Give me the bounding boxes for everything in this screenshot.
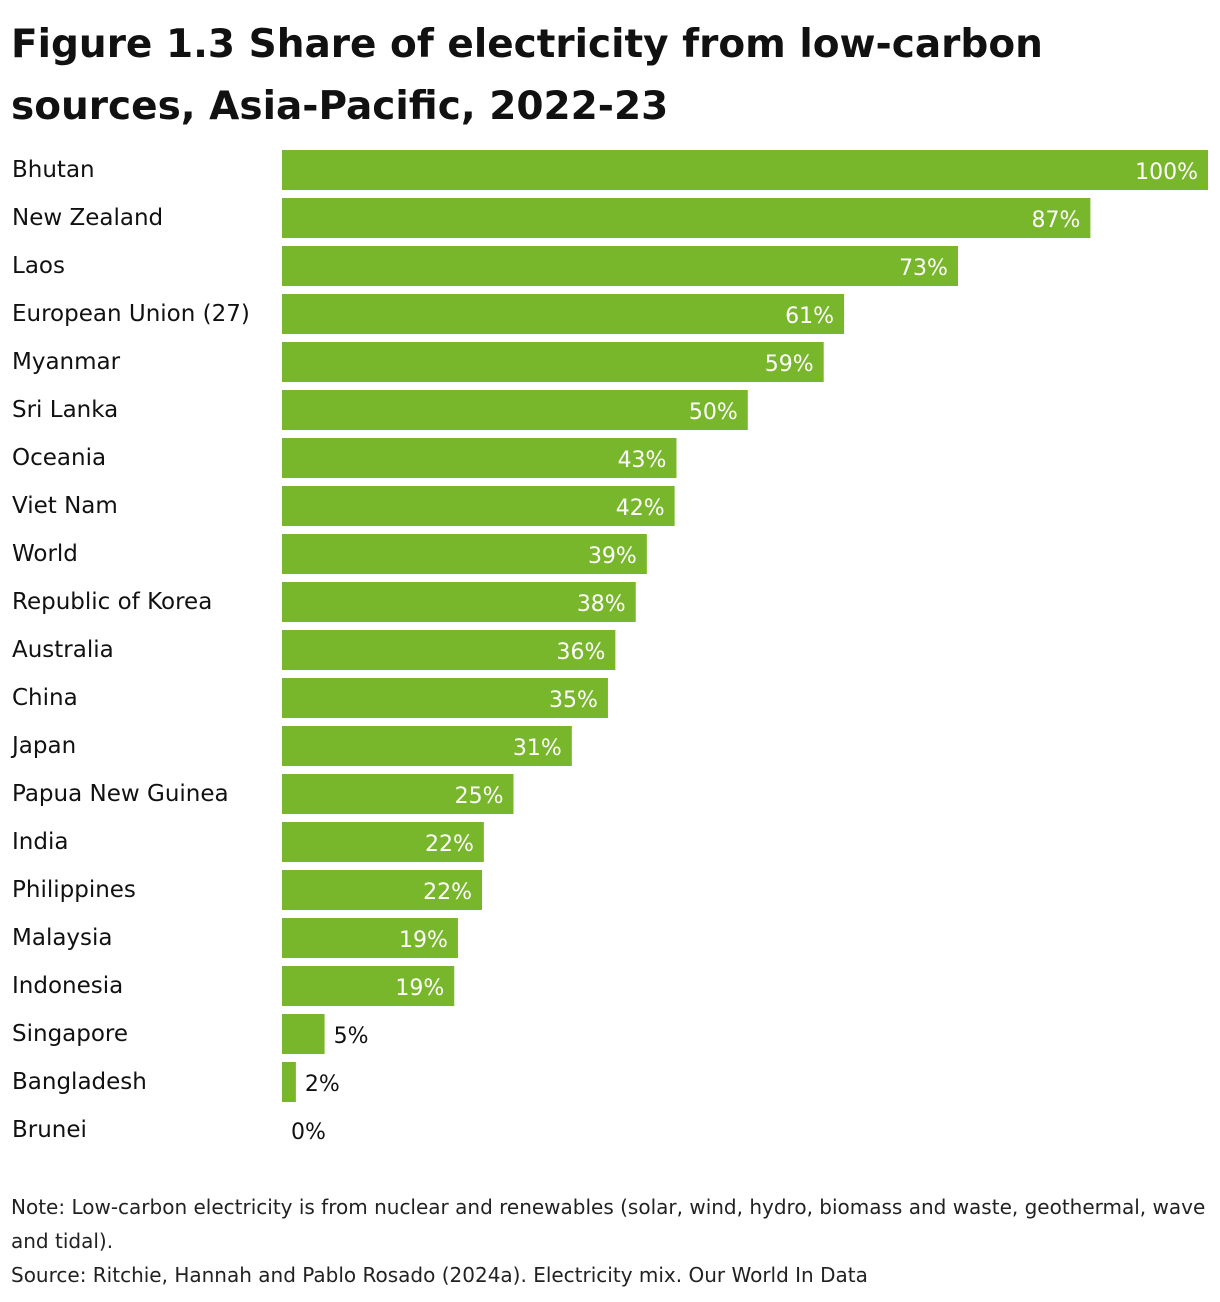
category-label: Sri Lanka [12, 397, 118, 423]
bar [282, 726, 572, 766]
category-label: Japan [10, 733, 76, 759]
chart-title: Figure 1.3 Share of electricity from low… [11, 22, 1043, 129]
value-label: 22% [423, 880, 472, 905]
bar [282, 630, 616, 670]
category-label: Australia [12, 637, 114, 663]
value-label: 87% [1031, 208, 1080, 233]
category-label: Oceania [12, 445, 106, 471]
bar [282, 390, 748, 430]
value-label: 39% [588, 544, 637, 569]
value-label: 61% [785, 304, 834, 329]
category-label: Myanmar [12, 349, 121, 375]
category-label: Brunei [12, 1117, 87, 1143]
bar [282, 870, 483, 910]
value-label: 5% [334, 1024, 369, 1049]
bar [282, 1014, 325, 1054]
bar [282, 582, 636, 622]
value-label: 35% [549, 688, 598, 713]
bar [282, 294, 845, 334]
value-label: 43% [618, 448, 667, 473]
value-label: 73% [899, 256, 948, 281]
value-label: 59% [765, 352, 814, 377]
bar [282, 246, 958, 286]
value-label: 42% [616, 496, 665, 521]
category-label: Viet Nam [12, 493, 118, 519]
value-label: 38% [577, 592, 626, 617]
bar [282, 774, 514, 814]
category-label: Philippines [12, 877, 136, 903]
bar [282, 1062, 296, 1102]
category-label: Papua New Guinea [12, 781, 229, 807]
value-label: 19% [399, 928, 448, 953]
bar [282, 438, 677, 478]
bar [282, 486, 675, 526]
category-label: European Union (27) [12, 301, 250, 327]
category-label: World [12, 541, 78, 567]
category-label: Laos [12, 253, 65, 279]
category-label: Malaysia [12, 925, 113, 951]
value-label: 22% [425, 832, 474, 857]
category-label: Indonesia [12, 973, 123, 999]
bar [282, 150, 1208, 190]
source-text: Source: Ritchie, Hannah and Pablo Rosado… [11, 1263, 868, 1287]
value-label: 25% [455, 784, 504, 809]
category-label: Bhutan [12, 157, 95, 183]
value-label: 31% [513, 736, 562, 761]
category-label: China [12, 685, 78, 711]
bar [282, 678, 608, 718]
category-label: Singapore [12, 1021, 128, 1047]
bar-chart: Bhutan 100% New Zealand 87% Laos 73% European … [10, 150, 1208, 1145]
value-label: 36% [556, 640, 605, 665]
category-label: Republic of Korea [12, 589, 212, 615]
value-label: 2% [305, 1072, 340, 1097]
bar [282, 918, 458, 958]
category-label: India [12, 829, 68, 855]
value-label: 0% [291, 1120, 326, 1145]
bar [282, 966, 455, 1006]
bar [282, 198, 1091, 238]
note-text: Note: Low-carbon electricity is from nuc… [11, 1195, 1206, 1253]
value-label: 50% [689, 400, 738, 425]
value-label: 19% [395, 976, 444, 1001]
bar [282, 342, 824, 382]
category-label: Bangladesh [12, 1069, 147, 1095]
value-label: 100% [1135, 160, 1198, 185]
bar [282, 534, 647, 574]
category-label: New Zealand [12, 205, 163, 231]
bars-group: Bhutan 100% New Zealand 87% Laos 73% European … [10, 150, 1208, 1145]
bar [282, 822, 484, 862]
chart-notes: Note: Low-carbon electricity is from nuc… [11, 1190, 1211, 1292]
